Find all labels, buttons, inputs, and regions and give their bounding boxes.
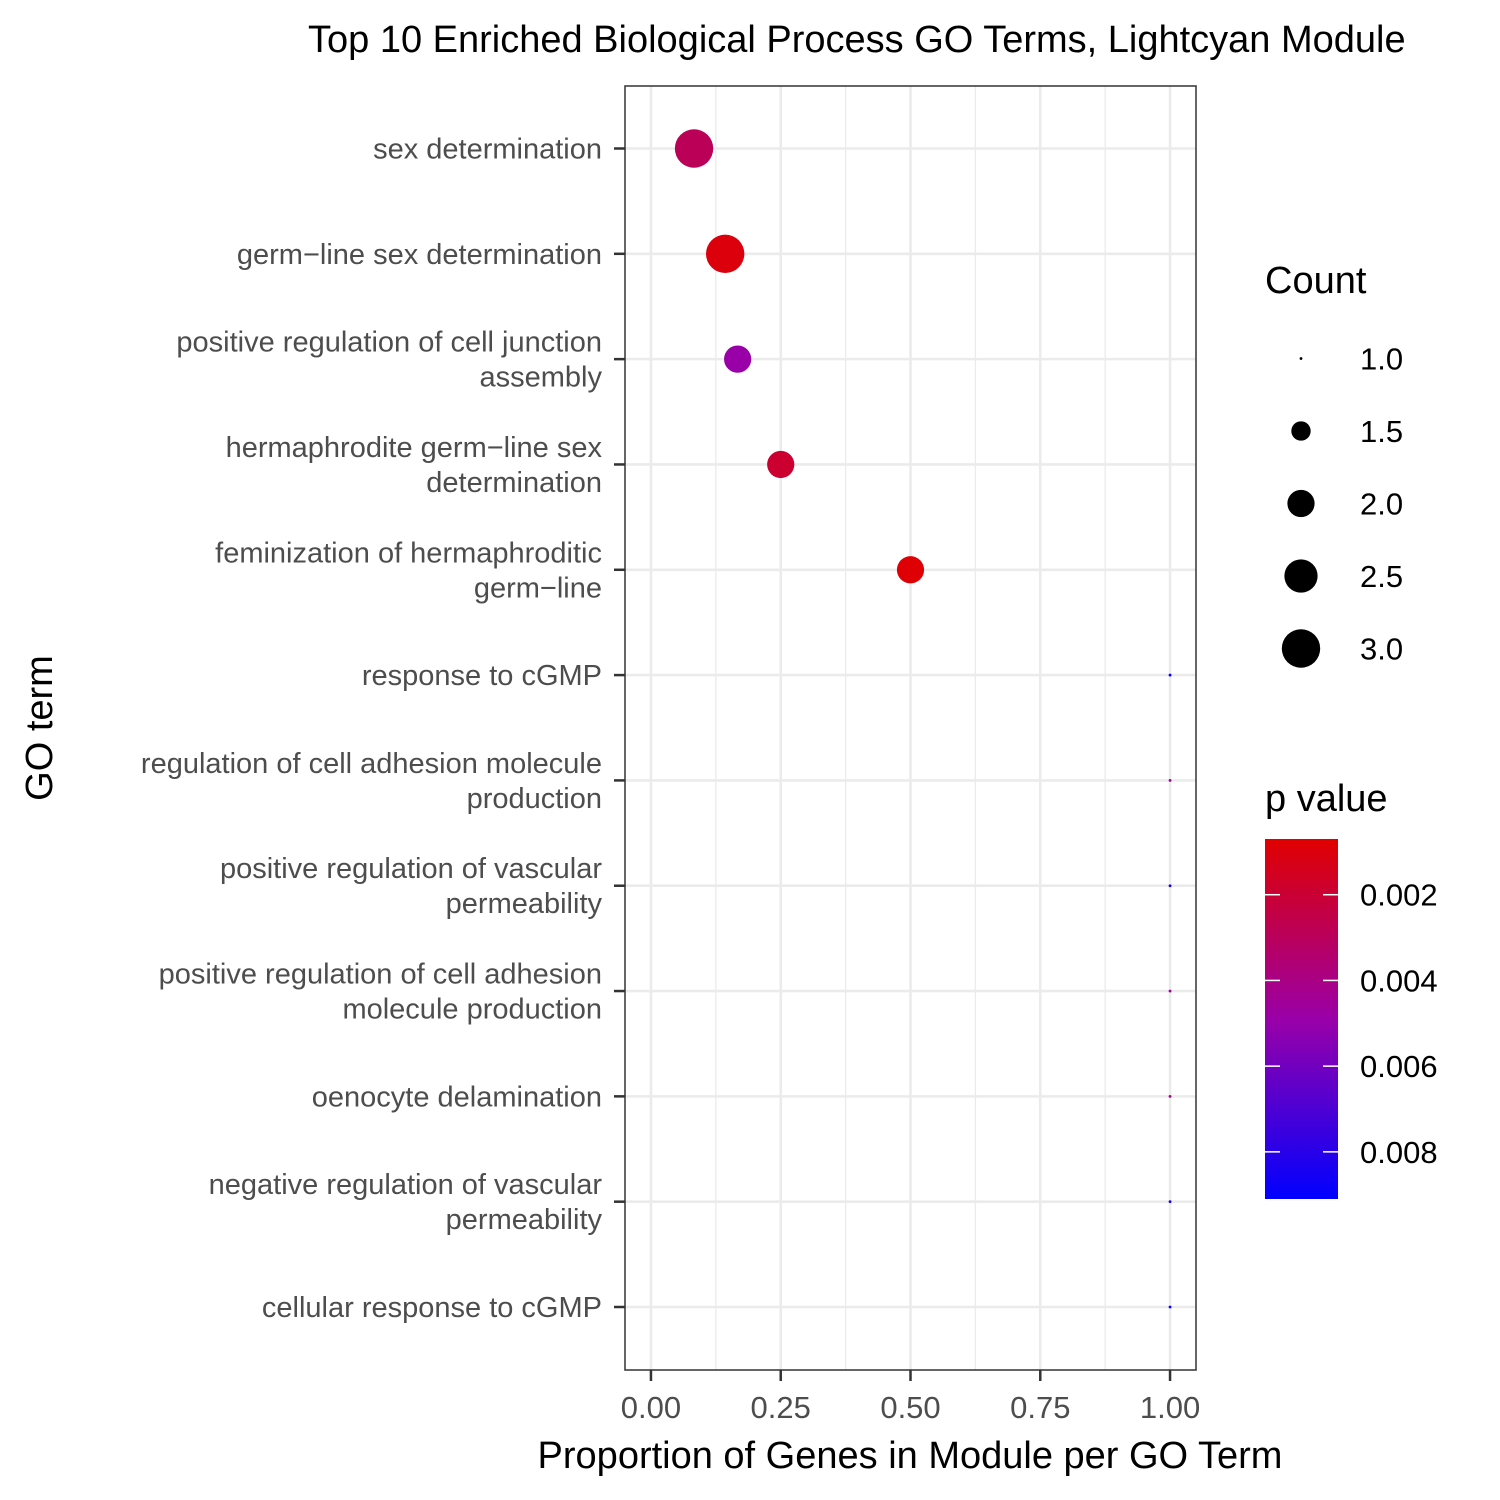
data-point bbox=[674, 129, 714, 168]
count-legend: 1.0 1.5 2.0 2.5 3.0 bbox=[1281, 342, 1403, 668]
y-tick-label: positive regulation of cell junction bbox=[176, 327, 602, 359]
data-point bbox=[1168, 778, 1172, 782]
chart-title: Top 10 Enriched Biological Process GO Te… bbox=[308, 19, 1406, 61]
data-point bbox=[767, 450, 795, 479]
y-tick-label: negative regulation of vascular bbox=[209, 1169, 603, 1201]
data-point bbox=[1168, 989, 1172, 993]
x-axis-title: Proportion of Genes in Module per GO Ter… bbox=[538, 1435, 1283, 1477]
x-axis: 0.00 0.25 0.50 0.75 1.00 bbox=[621, 1370, 1200, 1425]
y-tick-label: positive regulation of cell adhesion bbox=[159, 959, 602, 991]
grid-lines bbox=[625, 86, 1196, 1370]
count-legend-label: 1.0 bbox=[1360, 342, 1403, 377]
data-point bbox=[1168, 884, 1172, 888]
y-tick-label: permeability bbox=[446, 1204, 603, 1236]
data-point bbox=[1168, 1094, 1172, 1098]
y-tick-label: permeability bbox=[446, 888, 603, 920]
count-legend-label: 2.5 bbox=[1360, 559, 1403, 594]
data-point bbox=[1168, 673, 1172, 677]
p-value-colorbar bbox=[1265, 839, 1338, 1199]
y-tick-label: oenocyte delamination bbox=[312, 1081, 602, 1113]
y-tick-label: response to cGMP bbox=[362, 660, 602, 692]
p-value-legend-label: 0.004 bbox=[1360, 963, 1438, 998]
count-legend-label: 3.0 bbox=[1360, 632, 1403, 667]
y-tick-label: cellular response to cGMP bbox=[262, 1292, 602, 1324]
data-point bbox=[705, 234, 745, 274]
data-point bbox=[724, 345, 752, 373]
data-point bbox=[1168, 1200, 1172, 1204]
y-tick-label: positive regulation of vascular bbox=[220, 853, 602, 885]
count-legend-label: 1.5 bbox=[1360, 414, 1403, 449]
count-legend-key bbox=[1281, 629, 1321, 668]
y-tick-label: regulation of cell adhesion molecule bbox=[141, 748, 602, 780]
y-tick-label: germ−line bbox=[474, 572, 602, 604]
y-tick-label: germ−line sex determination bbox=[237, 239, 602, 271]
y-axis-title: GO term bbox=[19, 655, 61, 801]
count-legend-key bbox=[1284, 559, 1318, 593]
p-value-legend-title: p value bbox=[1265, 778, 1388, 820]
data-points bbox=[674, 129, 1172, 1309]
x-tick-label: 0.00 bbox=[621, 1390, 681, 1425]
data-point bbox=[1168, 1305, 1172, 1309]
y-tick-label: sex determination bbox=[373, 134, 602, 166]
y-tick-label: molecule production bbox=[342, 994, 602, 1026]
p-value-legend-label: 0.006 bbox=[1360, 1049, 1438, 1084]
p-value-legend: 0.002 0.004 0.006 0.008 bbox=[1265, 878, 1438, 1170]
data-point bbox=[896, 556, 925, 584]
y-axis: sex determination germ−line sex determina… bbox=[141, 134, 625, 1324]
x-tick-label: 0.50 bbox=[880, 1390, 940, 1425]
p-value-legend-label: 0.002 bbox=[1360, 878, 1438, 913]
count-legend-key bbox=[1287, 489, 1315, 518]
x-tick-label: 1.00 bbox=[1140, 1390, 1200, 1425]
x-tick-label: 0.75 bbox=[1010, 1390, 1070, 1425]
count-legend-key bbox=[1291, 421, 1311, 441]
count-legend-label: 2.0 bbox=[1360, 487, 1403, 522]
x-tick-label: 0.25 bbox=[751, 1390, 811, 1425]
y-tick-label: feminization of hermaphroditic bbox=[215, 537, 602, 569]
p-value-legend-label: 0.008 bbox=[1360, 1135, 1438, 1170]
y-tick-label: hermaphrodite germ−line sex bbox=[226, 432, 603, 464]
y-tick-label: production bbox=[467, 783, 602, 815]
y-tick-label: determination bbox=[426, 467, 602, 499]
y-tick-label: assembly bbox=[480, 362, 603, 394]
count-legend-title: Count bbox=[1265, 260, 1367, 302]
count-legend-key bbox=[1299, 357, 1303, 360]
